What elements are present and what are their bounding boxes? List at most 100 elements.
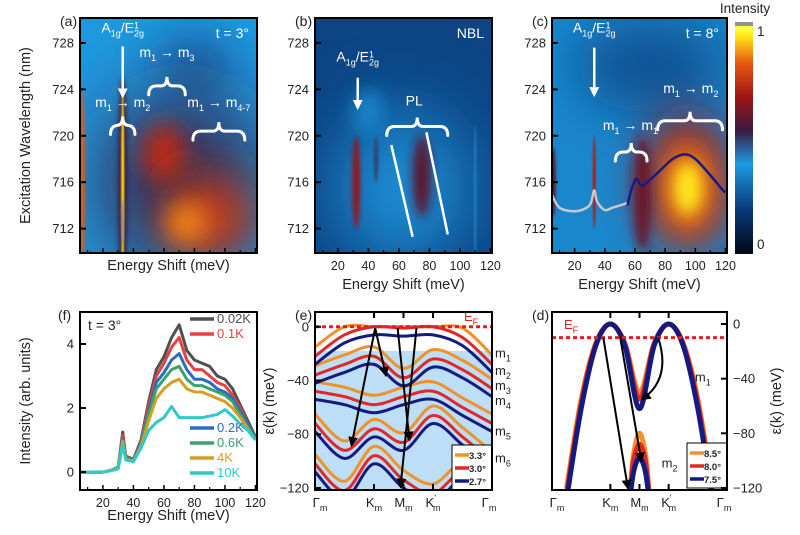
plot-area: t = 3°	[80, 317, 257, 474]
fermi-level-label: EF	[464, 309, 479, 327]
text-part: m	[187, 94, 199, 110]
pl-guide-line	[390, 144, 414, 238]
panel-label: (b)	[295, 13, 312, 29]
legend-label: 0.1K	[217, 326, 244, 341]
text-part: 1	[615, 126, 620, 136]
heatmap-feature	[80, 89, 85, 253]
x-tick-label: 120	[245, 496, 266, 510]
spectrum-overlay-curve	[626, 153, 727, 206]
text-part: m	[603, 117, 615, 133]
label-sub: F	[473, 317, 479, 327]
legend-label: 0.6K	[217, 435, 244, 450]
transition-arrow	[602, 337, 632, 490]
band-label: m2	[662, 455, 678, 473]
annotation-label: m1 → m1	[603, 117, 658, 136]
label-main: m	[495, 450, 506, 465]
k-letter: Γ	[717, 495, 724, 510]
y-tick-label: 728	[287, 35, 309, 50]
text-part: 3	[190, 53, 195, 63]
y-tick-label: 716	[52, 175, 74, 190]
text-part: /E	[592, 20, 605, 36]
y-tick-label: 716	[524, 175, 546, 190]
k-subscript: m	[320, 503, 328, 513]
heatmap-feature	[373, 135, 379, 183]
panel-label: (e)	[295, 307, 312, 323]
band-2.7°-3	[315, 397, 492, 433]
heatmap-feature	[412, 135, 431, 218]
label-main: m	[495, 346, 506, 361]
y-tick-label: 720	[524, 128, 546, 143]
k-subscript: m	[611, 503, 619, 513]
k-point-label: Mm	[394, 495, 412, 513]
text-part: →	[680, 80, 702, 96]
legend-entry: 0.02K	[190, 311, 251, 326]
y-tick-label: −120	[280, 480, 309, 495]
band-3.3°-2	[315, 345, 492, 381]
annotation-label: A1g/E1 2g	[101, 20, 144, 39]
label-main: m	[662, 455, 673, 470]
text-part: 2	[145, 103, 150, 113]
k-point-label: Γm	[482, 495, 497, 513]
y-axis-label: Intensity (arb. units)	[18, 337, 34, 464]
text-part: 2g	[606, 29, 616, 39]
k-letter: K	[602, 495, 611, 510]
label-sub: 2	[673, 463, 678, 473]
y-tick-label: 720	[287, 128, 309, 143]
colorbar-max-label: 1	[757, 24, 765, 39]
corner-label: t = 3°	[216, 25, 249, 41]
text-part: PL	[406, 93, 423, 109]
panel-b: A1g/E1 2g PL NBL 20 40 60 80 100 120 712 716 720 724 7…	[287, 13, 501, 293]
heatmap-feature	[352, 135, 361, 229]
k-subscript: m	[405, 503, 413, 513]
transition-arrow	[619, 337, 645, 463]
y-tick-label: −40	[733, 371, 755, 386]
text-part: /E	[121, 20, 134, 36]
transition-arrow-curved	[640, 337, 664, 401]
panel-label: (d)	[532, 307, 549, 323]
heatmap-feature	[156, 31, 233, 101]
text-part: m	[95, 94, 107, 110]
band-label: m2	[495, 363, 511, 381]
panel-label: (a)	[60, 13, 77, 29]
y-tick-label: −40	[287, 373, 309, 388]
band-label: m5	[495, 424, 511, 442]
k-letter: M	[630, 495, 641, 510]
colorbar-title: Intensity	[720, 1, 771, 16]
text-part: 1	[369, 50, 374, 60]
y-tick-label: −80	[287, 427, 309, 442]
heatmap-feature	[674, 162, 702, 214]
band-label: m3	[495, 378, 511, 396]
k-letter: K	[426, 495, 435, 510]
y-tick-label: 724	[52, 82, 74, 97]
y-axis-label: ε(k) (meV)	[769, 368, 785, 435]
k-letter: K	[366, 495, 375, 510]
x-tick-label: 80	[658, 259, 672, 273]
label-sub: 4	[506, 401, 511, 411]
k-letter: M	[394, 495, 405, 510]
spectrum-overlay-curve	[552, 189, 628, 213]
plot-area: A1g/E1 2g PL NBL	[315, 18, 492, 253]
legend-entry: 0.2K	[190, 420, 244, 435]
label-main: m	[495, 363, 506, 378]
curly-brace	[656, 111, 724, 132]
y-tick-label: 716	[287, 175, 309, 190]
text-part: 1g	[111, 29, 121, 39]
label-main: m	[495, 378, 506, 393]
text-part: 4-7	[237, 103, 250, 113]
k-point-label: K' m	[661, 493, 676, 513]
band-3.3°-4	[315, 404, 492, 453]
series-line-10K	[80, 404, 257, 474]
panel-label: (c)	[532, 13, 548, 29]
annotation-label: m1 → m2	[663, 80, 718, 99]
k-subscript: m	[489, 503, 497, 513]
legend-label: 8.0°	[704, 462, 721, 473]
text-part: 2g	[369, 58, 379, 68]
legend-entry: 4K	[190, 450, 233, 465]
text-part: m	[134, 94, 146, 110]
plot-frame	[551, 311, 728, 491]
plot-frame	[79, 311, 258, 491]
label-main: m	[495, 424, 506, 439]
corner-label: t = 8°	[686, 25, 719, 41]
